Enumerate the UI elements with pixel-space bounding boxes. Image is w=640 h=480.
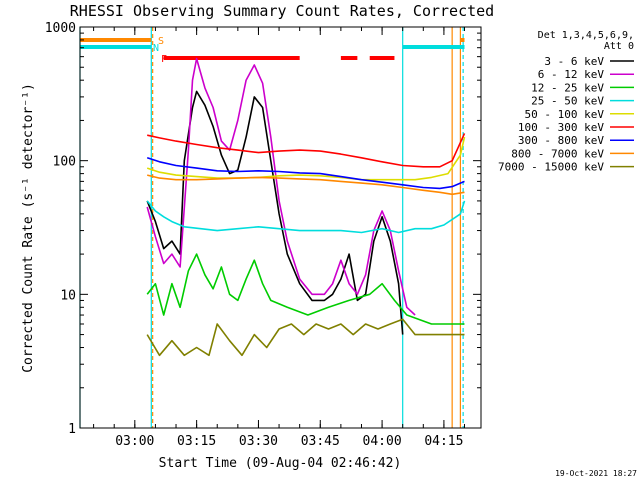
data-series: [146, 57, 466, 357]
series-line-8: [146, 318, 465, 357]
x-tick-label: 04:15: [424, 434, 463, 449]
axes: 1 10 100 1000 03:00 03:15 03:30 03:45 04:00 04:15: [45, 21, 482, 449]
x-tick-label: 04:00: [363, 434, 402, 449]
y-axis-label: Corrected Count Rate (s⁻¹ detector⁻¹): [21, 83, 36, 373]
legend-label: 300 - 800 keV: [518, 134, 604, 147]
series-line-4: [146, 136, 466, 181]
y-tick-label: 10: [60, 288, 76, 303]
series-line-7: [147, 174, 465, 196]
legend-title-line: Det 1,3,4,5,6,9,: [538, 30, 634, 41]
legend-label: 100 - 300 keV: [518, 121, 604, 134]
legend-label: 800 - 7000 keV: [511, 147, 604, 160]
legend-title-line: Att 0: [604, 41, 634, 52]
x-axis-label: Start Time (09-Aug-04 02:46:42): [159, 456, 402, 471]
x-tick-label: 03:00: [115, 434, 154, 449]
y-tick-label: 1: [68, 422, 76, 437]
series-line-6: [146, 157, 465, 190]
legend-label: 6 - 12 keV: [538, 68, 605, 81]
series-line-2: [146, 253, 465, 325]
plot-frame: [79, 26, 482, 429]
series-line-0: [146, 90, 404, 335]
flag-s-label: S: [158, 36, 164, 47]
legend-label: 25 - 50 keV: [531, 95, 604, 108]
x-tick-label: 03:30: [239, 434, 278, 449]
legend-label: 7000 - 15000 keV: [498, 161, 604, 174]
flag-n-label: N: [153, 43, 159, 54]
y-tick-label: 100: [53, 155, 76, 170]
y-tick-label: 1000: [45, 21, 76, 36]
flag-bars: SNF: [80, 36, 465, 65]
series-line-3: [146, 200, 466, 234]
flag-f-label: F: [161, 54, 167, 65]
legend-label: 3 - 6 keV: [544, 55, 604, 68]
x-tick-label: 03:15: [177, 434, 216, 449]
footer-date: 19-Oct-2021 18:27: [555, 469, 637, 478]
x-tick-label: 03:45: [301, 434, 340, 449]
series-line-5: [147, 133, 466, 168]
chart-title: RHESSI Observing Summary Count Rates, Co…: [70, 2, 494, 20]
series-line-1: [146, 57, 416, 316]
legend-label: 12 - 25 keV: [531, 81, 604, 94]
legend-label: 50 - 100 keV: [525, 108, 605, 121]
